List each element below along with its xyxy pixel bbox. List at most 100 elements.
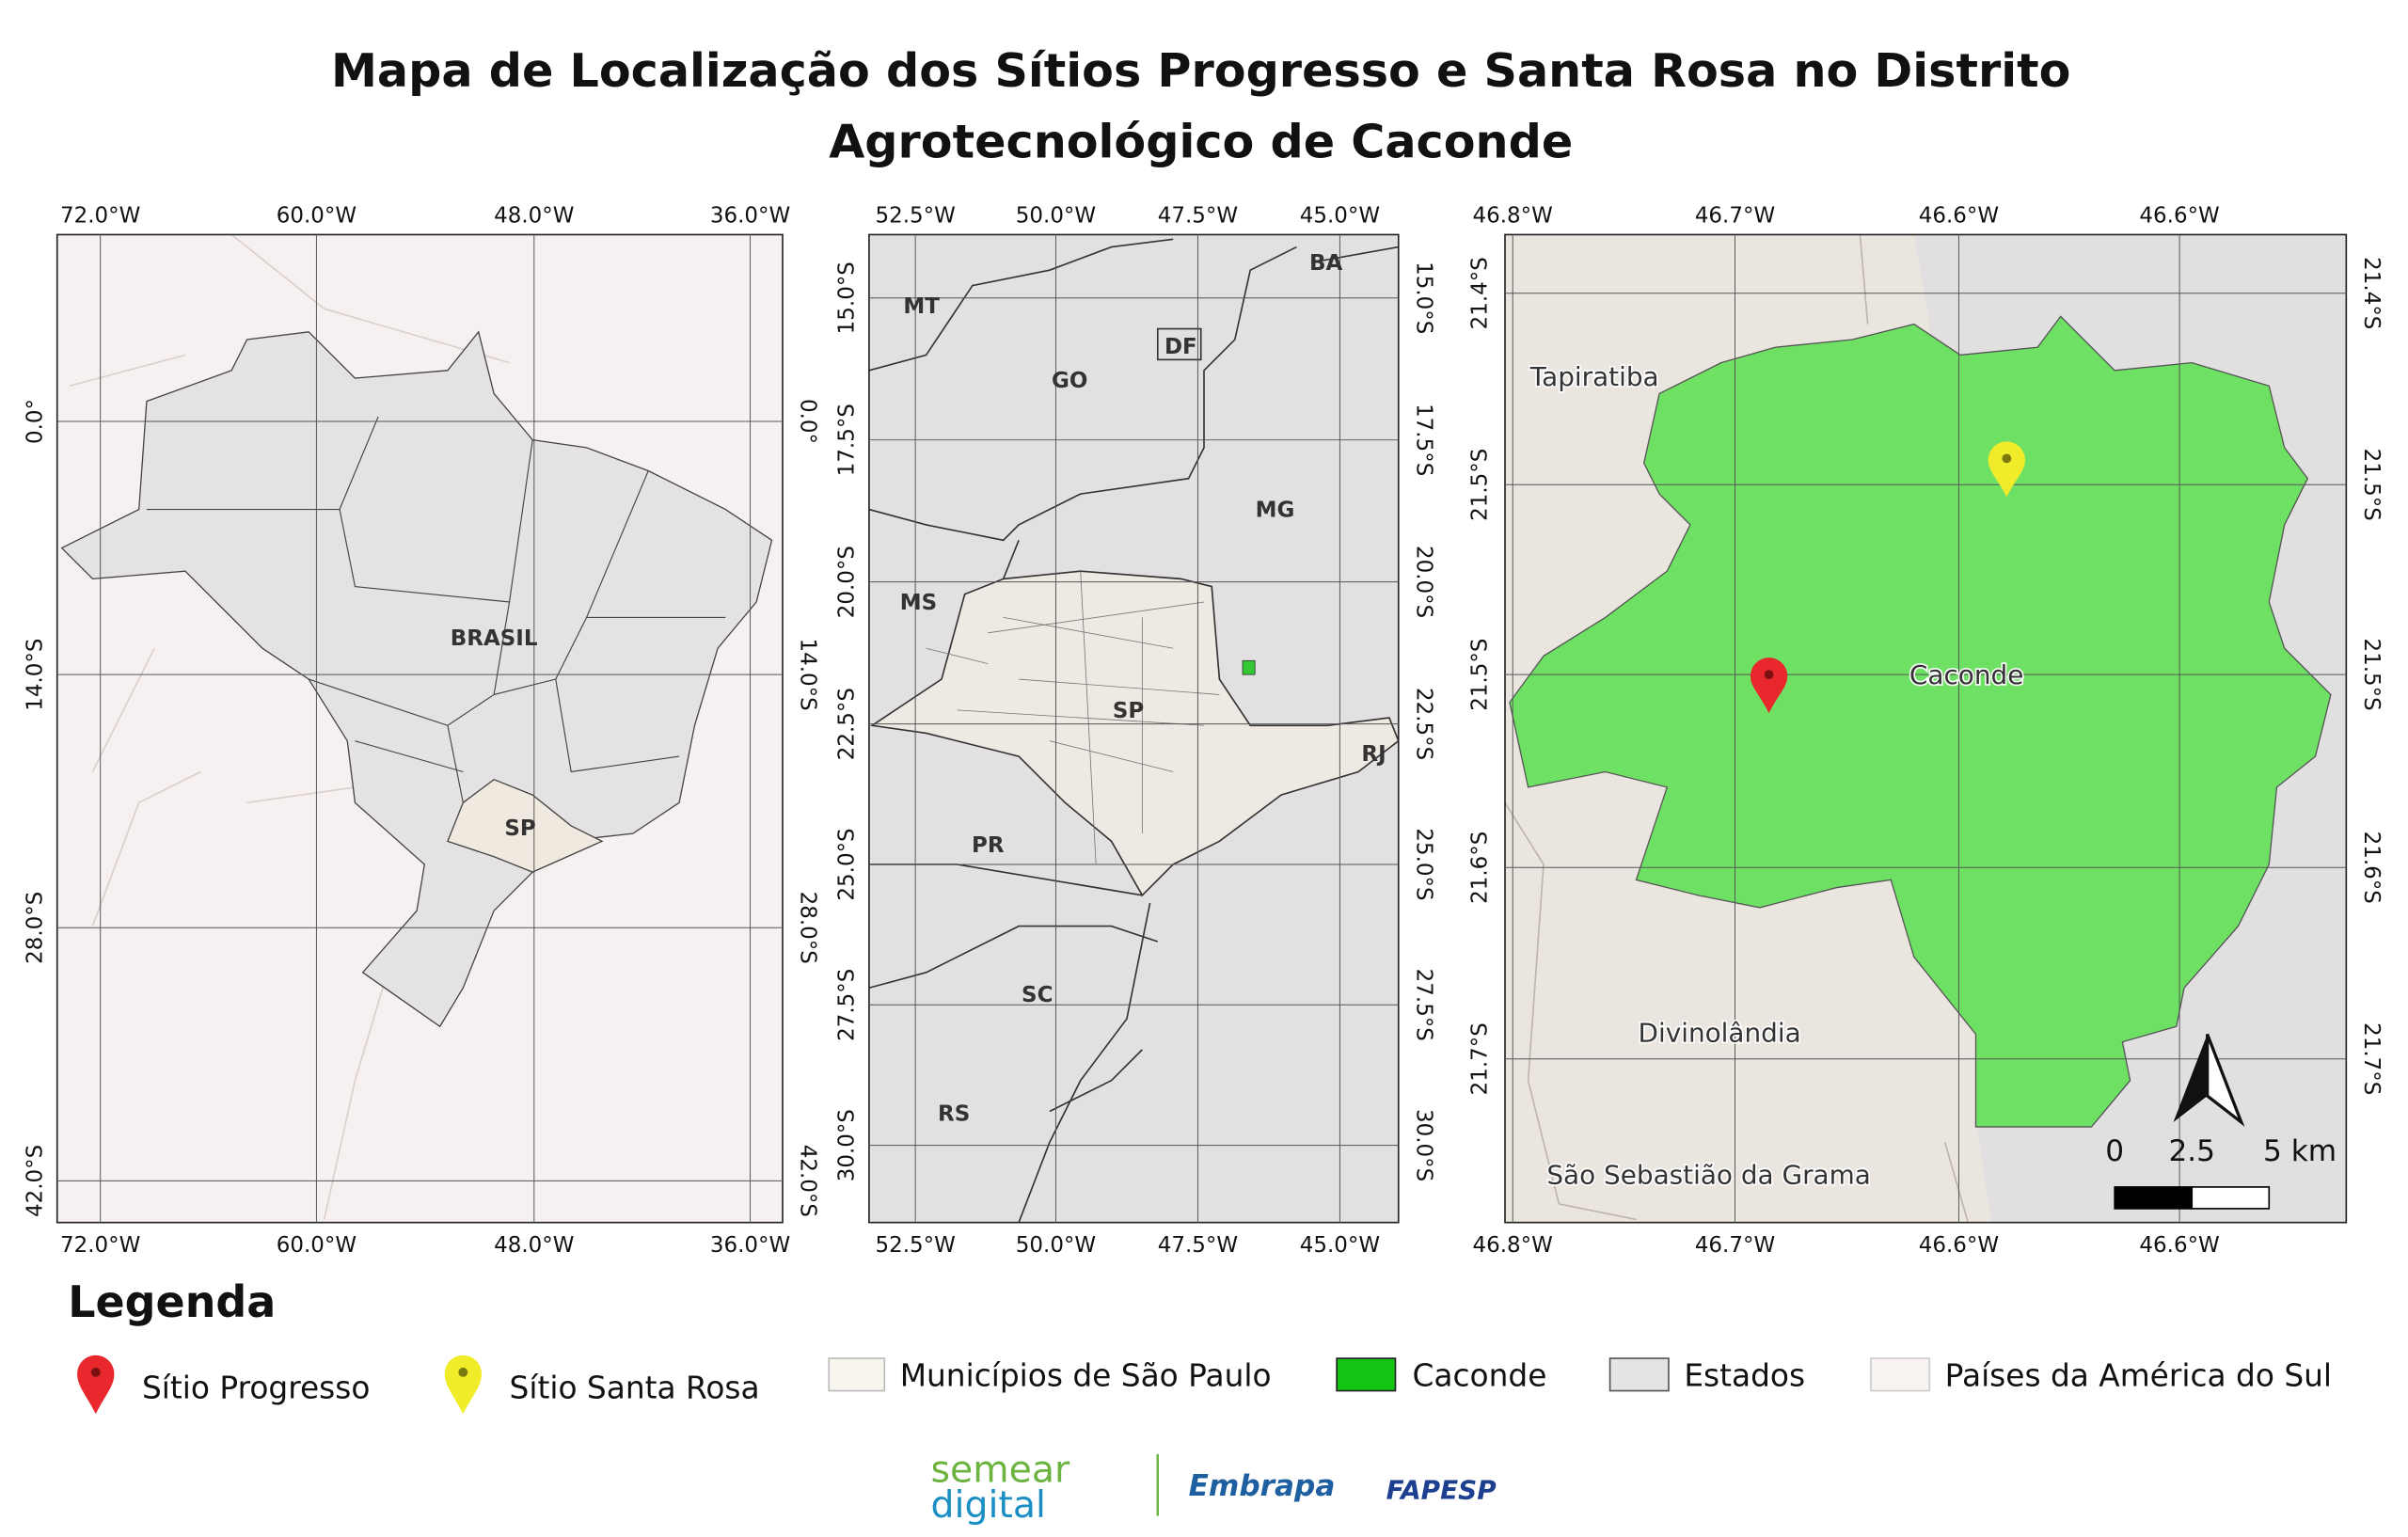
- lat-tick-label: 17.5°S: [834, 404, 859, 476]
- lon-tick-label: 46.8°W: [1473, 203, 1553, 228]
- place-label: BRASIL: [451, 626, 538, 651]
- title-line: Agrotecnológico de Caconde: [829, 114, 1573, 168]
- logo-text: Embrapa: [1189, 1469, 1336, 1503]
- lat-tick-label: 42.0°S: [23, 1145, 47, 1217]
- lat-tick-label: 21.5°S: [2359, 449, 2384, 521]
- place-label: MS: [900, 591, 937, 615]
- lat-tick-label: 28.0°S: [23, 892, 47, 964]
- local-map: [1504, 234, 2347, 1223]
- legend-label: Países da América do Sul: [1945, 1358, 2332, 1394]
- logo-text: semear: [931, 1448, 1070, 1491]
- lon-tick-label: 46.6°W: [1919, 203, 1999, 228]
- lon-tick-label: 46.6°W: [2139, 203, 2219, 228]
- lat-tick-label: 21.4°S: [2359, 257, 2384, 329]
- place-label: Caconde: [1909, 659, 2023, 690]
- place-label: Tapiratiba: [1529, 361, 1659, 392]
- lat-tick-label: 21.7°S: [2359, 1022, 2384, 1095]
- lon-tick-label: 50.0°W: [1016, 203, 1096, 228]
- lat-tick-label: 14.0°S: [796, 639, 820, 711]
- lat-tick-label: 20.0°S: [1411, 546, 1435, 618]
- lon-tick-label: 47.5°W: [1158, 203, 1238, 228]
- scale-label: 0: [2105, 1134, 2124, 1168]
- state-map: [868, 234, 1399, 1223]
- lon-tick-label: 72.0°W: [60, 203, 140, 228]
- place-label: DF: [1164, 335, 1197, 359]
- place-label: PR: [972, 833, 1005, 858]
- lon-tick-label: 46.7°W: [1695, 1233, 1775, 1258]
- logo-text: digital: [931, 1483, 1046, 1527]
- place-label: MT: [903, 294, 940, 319]
- lat-tick-label: 14.0°S: [23, 639, 47, 711]
- frame: [1504, 233, 2348, 1224]
- legend-pin-red: [77, 1355, 115, 1415]
- lon-tick-label: 52.5°W: [875, 1233, 955, 1258]
- lat-tick-label: 15.0°S: [834, 261, 859, 334]
- lat-tick-label: 27.5°S: [834, 969, 859, 1041]
- lon-tick-label: 48.0°W: [494, 203, 574, 228]
- lon-tick-label: 50.0°W: [1016, 1233, 1096, 1258]
- legend-swatch: [828, 1357, 886, 1392]
- place-label: SP: [504, 816, 535, 841]
- lat-tick-label: 21.5°S: [1467, 449, 1492, 521]
- lat-tick-label: 21.5°S: [2359, 639, 2384, 711]
- legend-swatch: [1336, 1357, 1397, 1392]
- lon-tick-label: 45.0°W: [1300, 1233, 1380, 1258]
- lon-tick-label: 46.7°W: [1695, 203, 1775, 228]
- place-label: BA: [1309, 251, 1343, 276]
- frame: [868, 233, 1400, 1224]
- lon-tick-label: 52.5°W: [875, 203, 955, 228]
- lon-tick-label: 46.6°W: [1919, 1233, 1999, 1258]
- lat-tick-label: 17.5°S: [1411, 404, 1435, 476]
- lon-tick-label: 48.0°W: [494, 1233, 574, 1258]
- lat-tick-label: 22.5°S: [834, 688, 859, 760]
- place-label: São Sebastião da Grama: [1546, 1160, 1871, 1191]
- lat-tick-label: 22.5°S: [1411, 688, 1435, 760]
- scale-bar: [2114, 1186, 2271, 1210]
- place-label: GO: [1052, 369, 1087, 393]
- lat-tick-label: 21.6°S: [1467, 832, 1492, 904]
- lat-tick-label: 30.0°S: [834, 1109, 859, 1181]
- lat-tick-label: 21.6°S: [2359, 832, 2384, 904]
- grid: [56, 234, 2347, 1223]
- place-label: RS: [938, 1101, 970, 1126]
- south-america-map: [56, 234, 784, 1223]
- lat-tick-label: 25.0°S: [834, 828, 859, 900]
- lat-tick-label: 20.0°S: [834, 546, 859, 618]
- lat-tick-label: 25.0°S: [1411, 828, 1435, 900]
- title-line: Mapa de Localização dos Sítios Progresso…: [331, 43, 2071, 98]
- lat-tick-label: 21.7°S: [1467, 1022, 1492, 1095]
- legend-label: Estados: [1684, 1358, 1805, 1394]
- lon-tick-label: 46.8°W: [1473, 1233, 1553, 1258]
- lon-tick-label: 72.0°W: [60, 1233, 140, 1258]
- lon-tick-label: 36.0°W: [710, 1233, 790, 1258]
- lon-tick-label: 60.0°W: [277, 1233, 356, 1258]
- lat-tick-label: 28.0°S: [796, 892, 820, 964]
- lat-tick-label: 0.0°: [796, 399, 820, 444]
- place-label: Divinolândia: [1638, 1018, 1800, 1049]
- scale-label: 2.5: [2168, 1134, 2215, 1168]
- scale-label: 5 km: [2263, 1134, 2337, 1168]
- place-label: MG: [1256, 499, 1295, 523]
- site-progresso-pin: [1750, 658, 1788, 714]
- lat-tick-label: 0.0°: [23, 399, 47, 444]
- legend-swatch: [1608, 1357, 1670, 1392]
- legend-pin-yellow: [444, 1355, 483, 1415]
- logo-text: FAPESP: [1386, 1474, 1497, 1505]
- legend-label: Sítio Progresso: [142, 1371, 370, 1406]
- legend-title: Legenda: [68, 1276, 276, 1327]
- lon-tick-label: 47.5°W: [1158, 1233, 1238, 1258]
- legend-label: Sítio Santa Rosa: [510, 1371, 760, 1406]
- place-label: RJ: [1361, 742, 1386, 767]
- site-santa-rosa-pin: [1988, 441, 2026, 498]
- place-label: SP: [1113, 699, 1144, 723]
- frame: [55, 233, 784, 1224]
- lon-tick-label: 60.0°W: [277, 203, 356, 228]
- lat-tick-label: 21.5°S: [1467, 639, 1492, 711]
- lat-tick-label: 27.5°S: [1411, 969, 1435, 1041]
- lon-tick-label: 36.0°W: [710, 203, 790, 228]
- lat-tick-label: 30.0°S: [1411, 1109, 1435, 1181]
- lat-tick-label: 21.4°S: [1467, 257, 1492, 329]
- lon-tick-label: 46.6°W: [2139, 1233, 2219, 1258]
